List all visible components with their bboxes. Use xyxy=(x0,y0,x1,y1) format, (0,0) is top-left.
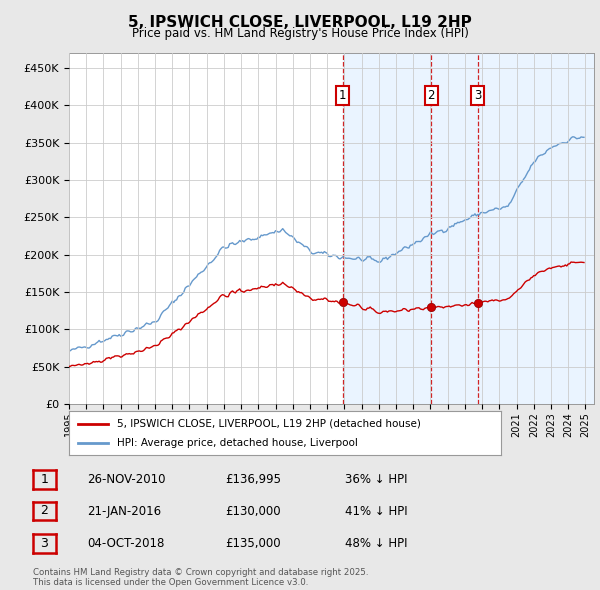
Text: 04-OCT-2018: 04-OCT-2018 xyxy=(87,537,164,550)
Text: 1: 1 xyxy=(339,88,346,101)
Text: 3: 3 xyxy=(40,537,49,550)
Text: 2: 2 xyxy=(428,88,435,101)
Text: 5, IPSWICH CLOSE, LIVERPOOL, L19 2HP (detached house): 5, IPSWICH CLOSE, LIVERPOOL, L19 2HP (de… xyxy=(116,419,421,428)
Text: 5, IPSWICH CLOSE, LIVERPOOL, L19 2HP: 5, IPSWICH CLOSE, LIVERPOOL, L19 2HP xyxy=(128,15,472,30)
Text: £130,000: £130,000 xyxy=(225,505,281,518)
Text: £135,000: £135,000 xyxy=(225,537,281,550)
Text: 41% ↓ HPI: 41% ↓ HPI xyxy=(345,505,407,518)
Text: 36% ↓ HPI: 36% ↓ HPI xyxy=(345,473,407,486)
Text: 21-JAN-2016: 21-JAN-2016 xyxy=(87,505,161,518)
Text: 1: 1 xyxy=(40,473,49,486)
Text: 2: 2 xyxy=(40,504,49,517)
Text: 26-NOV-2010: 26-NOV-2010 xyxy=(87,473,166,486)
Text: £136,995: £136,995 xyxy=(225,473,281,486)
Polygon shape xyxy=(343,53,594,404)
Text: Price paid vs. HM Land Registry's House Price Index (HPI): Price paid vs. HM Land Registry's House … xyxy=(131,27,469,40)
Text: HPI: Average price, detached house, Liverpool: HPI: Average price, detached house, Live… xyxy=(116,438,358,448)
Text: 48% ↓ HPI: 48% ↓ HPI xyxy=(345,537,407,550)
Text: 3: 3 xyxy=(474,88,481,101)
Text: Contains HM Land Registry data © Crown copyright and database right 2025.
This d: Contains HM Land Registry data © Crown c… xyxy=(33,568,368,587)
